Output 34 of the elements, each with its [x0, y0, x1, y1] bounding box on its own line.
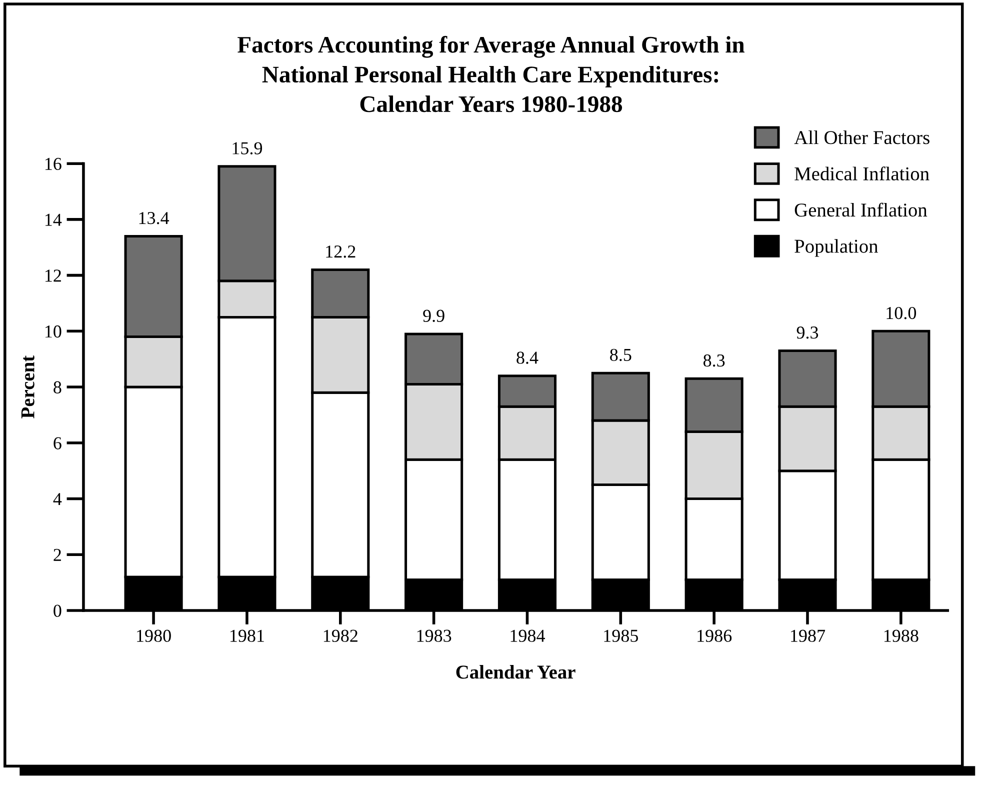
x-tick-label: 1984: [510, 630, 545, 642]
total-label: 9.3: [796, 326, 818, 339]
y-tick-label: 2: [54, 548, 61, 561]
y-tick-label: 4: [53, 493, 62, 506]
total-label: 12.2: [326, 246, 356, 258]
x-tick-label: 1983: [417, 630, 452, 642]
total-label: 9.9: [423, 310, 444, 322]
total-label: 10.0: [886, 306, 916, 320]
x-tick-label: 1982: [324, 630, 358, 642]
total-label: 15.9: [232, 142, 262, 154]
x-tick-label: 1988: [884, 630, 918, 642]
x-tick-label: 1985: [604, 630, 638, 642]
legend-label: General Inflation: [794, 202, 928, 217]
y-tick-label: 8: [54, 381, 62, 394]
total-label: 8.5: [610, 348, 632, 362]
x-tick-label: 1981: [230, 630, 264, 642]
total-label: 13.4: [139, 212, 170, 224]
total-label: 8.4: [516, 352, 538, 364]
x-tick-label: 1980: [137, 630, 171, 642]
legend-label: Medical Inflation: [794, 166, 930, 180]
legend-label: All Other Factors: [794, 130, 930, 144]
y-tick-label: 16: [45, 158, 62, 170]
x-tick-label: 1987: [791, 630, 826, 642]
total-label: 8.3: [703, 354, 725, 367]
y-tick-label: 6: [54, 437, 62, 450]
y-tick-label: 12: [45, 270, 61, 282]
y-tick-label: 10: [45, 325, 62, 338]
y-tick-label: 0: [54, 604, 62, 617]
y-axis-title: Percent: [21, 355, 34, 418]
x-tick-label: 1986: [698, 630, 732, 642]
legend-label: Population: [794, 239, 878, 257]
x-axis-title: Calendar Year: [456, 665, 576, 679]
y-tick-label: 14: [45, 214, 62, 226]
chart-title: Factors Accounting for Average Annual Growth in National Personal Health Care Expenditures: Calendar Years 1980-1988: [238, 36, 744, 112]
